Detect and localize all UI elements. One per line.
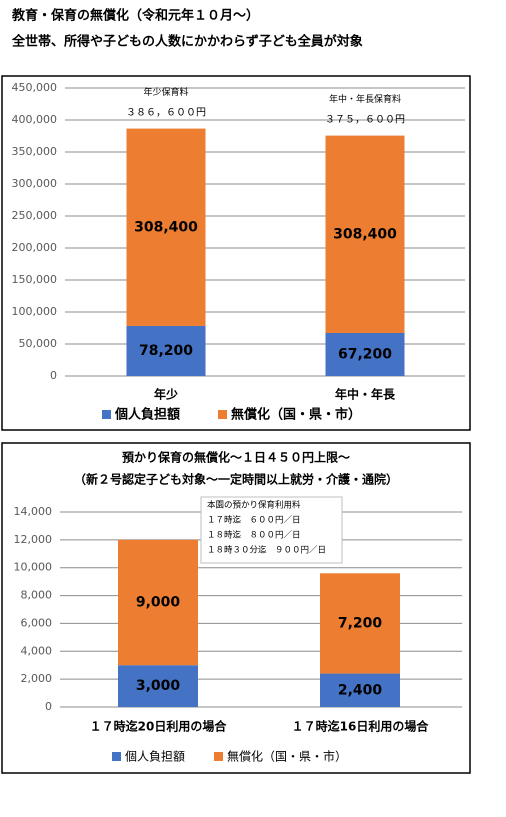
y-tick-label: 2,000	[21, 672, 53, 685]
legend-swatch	[214, 752, 223, 761]
y-tick-label: 300,000	[12, 177, 58, 190]
legend-label: 無償化（国・県・市）	[231, 407, 361, 423]
y-tick-label: 50,000	[19, 337, 58, 350]
y-tick-label: 10,000	[14, 561, 53, 574]
y-tick-label: 14,000	[14, 505, 53, 518]
bar-annotation: ３８６，６００円	[126, 108, 206, 119]
x-tick-label: 年少	[154, 387, 178, 402]
legend-label: 無償化（国・県・市）	[227, 749, 347, 764]
bar-segment	[325, 135, 405, 333]
y-tick-label: 0	[45, 700, 52, 713]
y-tick-label: 150,000	[12, 273, 58, 286]
legend-label: 個人負担額	[114, 407, 180, 423]
x-tick-label: １７時迄20日利用の場合	[90, 719, 228, 734]
bar-segment	[126, 128, 206, 326]
legend-swatch	[218, 410, 227, 419]
chart-frame	[1, 75, 471, 431]
value-label: 9,000	[136, 595, 181, 611]
y-tick-label: 12,000	[14, 533, 53, 546]
bar-segment	[325, 332, 405, 376]
note-line: １８時３０分迄 ９００円／日	[207, 545, 326, 556]
x-tick-label: 年中・年長	[335, 387, 396, 402]
x-tick-label: １７時迄16日利用の場合	[292, 719, 430, 734]
note-line: １７時迄 ６００円／日	[207, 515, 301, 526]
y-tick-label: 100,000	[12, 305, 58, 318]
chart-subtitle: （新２号認定子ども対象～一定時間以上就労・介護・通院）	[74, 472, 398, 487]
bar-annotation: 年中・年長保育料	[329, 93, 401, 105]
value-label: 78,200	[139, 343, 193, 359]
note-line: 本園の預かり保育利用料	[207, 500, 301, 511]
chart-frame	[1, 442, 471, 774]
y-tick-label: 200,000	[12, 241, 58, 254]
note-box	[200, 496, 343, 564]
page-subtitle: 全世帯、所得や子どもの人数にかかわらず子ども全員が対象	[11, 34, 363, 50]
value-label: 308,400	[333, 226, 397, 242]
y-tick-label: 350,000	[12, 145, 58, 158]
value-label: 7,200	[338, 615, 383, 631]
note-line: １８時迄 ８００円／日	[207, 530, 301, 541]
y-tick-label: 0	[50, 369, 57, 382]
value-label: 308,400	[134, 219, 198, 235]
y-tick-label: 450,000	[12, 81, 58, 94]
legend-swatch	[102, 410, 111, 419]
bar-annotation: ３７５，６００円	[325, 115, 405, 126]
y-tick-label: 8,000	[21, 589, 53, 602]
page-title: 教育・保育の無償化（令和元年１０月～）	[11, 8, 259, 24]
bar-segment	[320, 673, 400, 707]
bar-segment	[118, 665, 198, 707]
value-label: 3,000	[136, 678, 181, 694]
y-tick-label: 250,000	[12, 209, 58, 222]
chart-title: 預かり保育の無償化～１日４５０円上限～	[122, 450, 350, 465]
value-label: 2,400	[338, 682, 383, 698]
bar-annotation: 年少保育料	[143, 86, 188, 98]
y-tick-label: 4,000	[21, 644, 53, 657]
y-tick-label: 400,000	[12, 113, 58, 126]
bar-segment	[118, 539, 198, 666]
bar-segment	[126, 325, 206, 376]
value-label: 67,200	[338, 346, 392, 362]
bar-segment	[320, 573, 400, 674]
legend-swatch	[112, 752, 121, 761]
legend-label: 個人負担額	[125, 750, 185, 764]
y-tick-label: 6,000	[21, 616, 53, 629]
